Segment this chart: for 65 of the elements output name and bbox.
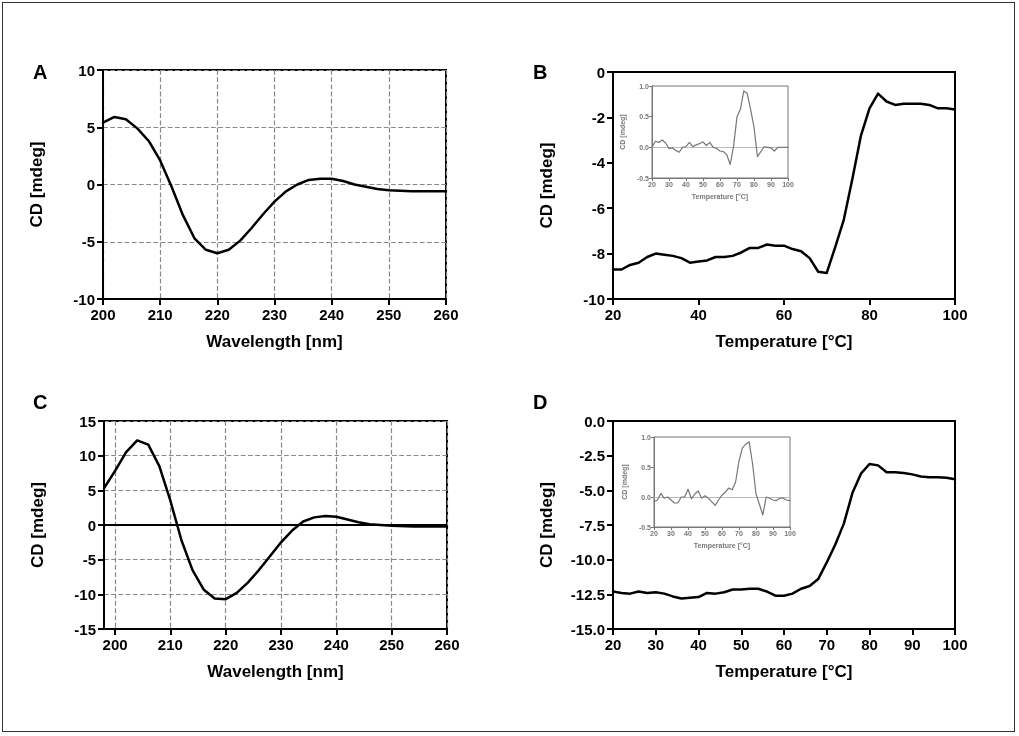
x-tick-label: 240 bbox=[319, 306, 345, 323]
x-tick-label: 60 bbox=[775, 306, 793, 323]
x-tick-label: 80 bbox=[861, 306, 878, 323]
x-tick-label: 60 bbox=[775, 636, 793, 653]
y-axis-title: CD [mdeg] bbox=[28, 482, 47, 568]
x-tick-label: 210 bbox=[157, 636, 183, 653]
x-tick-label: 210 bbox=[147, 306, 173, 323]
y-tick-label: 0 bbox=[596, 63, 605, 81]
y-axis-title: CD [mdeg] bbox=[537, 142, 556, 229]
y-tick-label: 0 bbox=[87, 516, 96, 534]
chart-title: B bbox=[533, 61, 548, 83]
x-tick-label: 30 bbox=[647, 636, 665, 653]
x-tick-label: 230 bbox=[261, 306, 288, 323]
chart-title: C bbox=[33, 391, 48, 413]
y-tick-label: -2.5 bbox=[579, 447, 605, 465]
y-tick-label: -5 bbox=[81, 233, 95, 251]
x-tick-label: 80 bbox=[861, 636, 878, 653]
y-tick-label: 5 bbox=[87, 481, 96, 499]
x-tick-label: 100 bbox=[942, 306, 968, 323]
x-tick-label: 260 bbox=[434, 636, 460, 653]
x-tick-label: 200 bbox=[90, 306, 116, 323]
x-tick-label: 20 bbox=[604, 636, 622, 653]
y-tick-label: 15 bbox=[79, 412, 96, 430]
x-tick-label: 240 bbox=[323, 636, 349, 653]
x-tick-label: 250 bbox=[379, 636, 405, 653]
x-tick-label: 220 bbox=[204, 306, 230, 323]
x-tick-label: 50 bbox=[732, 636, 750, 653]
y-tick-label: 0 bbox=[86, 176, 95, 193]
y-tick-label: -15 bbox=[74, 620, 96, 638]
y-tick-label: -2 bbox=[591, 108, 605, 126]
x-axis-title: Temperature [°C] bbox=[715, 332, 853, 351]
y-tick-label: -6 bbox=[591, 199, 605, 217]
y-tick-label: -10.0 bbox=[570, 551, 605, 569]
x-axis-title: Wavelength [nm] bbox=[207, 662, 344, 681]
x-tick-label: 230 bbox=[268, 636, 294, 653]
y-tick-label: 10 bbox=[78, 61, 95, 79]
y-tick-label: -8 bbox=[591, 245, 605, 263]
y-axis-title: CD [mdeg] bbox=[27, 141, 46, 228]
y-tick-label: -5.0 bbox=[579, 481, 605, 499]
y-tick-label: -12.5 bbox=[570, 585, 605, 603]
y-tick-label: -15.0 bbox=[570, 620, 605, 638]
y-tick-label: -10 bbox=[583, 290, 605, 308]
x-axis-title: Temperature [°C] bbox=[715, 662, 853, 681]
x-tick-label: 70 bbox=[818, 636, 836, 653]
y-tick-label: -10 bbox=[74, 585, 96, 603]
y-tick-label: 10 bbox=[79, 447, 96, 465]
chart-title: D bbox=[533, 391, 548, 413]
x-tick-label: 90 bbox=[903, 636, 921, 653]
y-tick-label: -4 bbox=[591, 154, 606, 172]
x-tick-label: 250 bbox=[376, 306, 402, 323]
x-tick-label: 100 bbox=[942, 636, 968, 653]
x-tick-label: 260 bbox=[433, 306, 459, 323]
y-tick-label: -5 bbox=[82, 551, 96, 569]
x-axis-title: Wavelength [nm] bbox=[206, 332, 343, 351]
x-tick-label: 200 bbox=[102, 636, 128, 653]
chart-title: A bbox=[33, 61, 48, 83]
y-tick-label: -10 bbox=[73, 290, 95, 308]
x-tick-label: 220 bbox=[213, 636, 239, 653]
y-tick-label: 0.0 bbox=[584, 412, 605, 430]
y-axis-title: CD [mdeg] bbox=[537, 482, 556, 568]
y-tick-label: 5 bbox=[86, 118, 95, 136]
x-tick-label: 40 bbox=[690, 306, 707, 323]
x-tick-label: 40 bbox=[690, 636, 707, 653]
x-tick-label: 20 bbox=[604, 306, 622, 323]
y-tick-label: -7.5 bbox=[579, 516, 605, 534]
